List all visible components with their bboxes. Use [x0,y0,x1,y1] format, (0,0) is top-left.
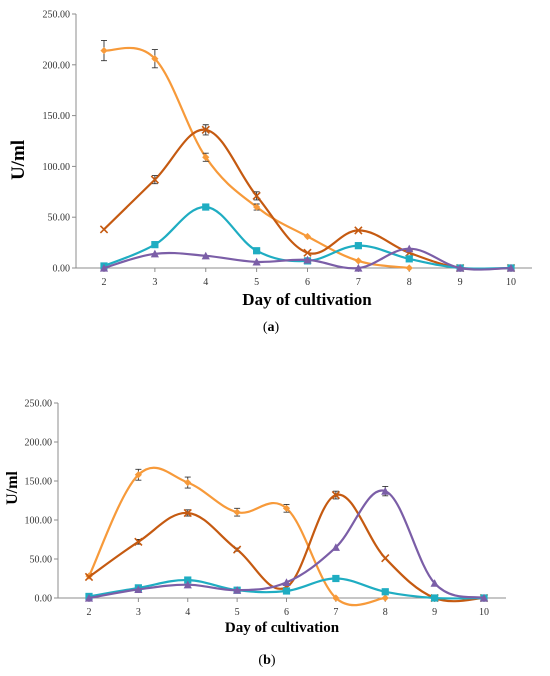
chart-a-series-2-point [99,225,109,234]
chart-b-series-3-point [431,594,439,602]
chart-b-series-4-point [183,580,192,589]
chart-b-x-tick-label: 6 [284,607,289,618]
chart-b-series-1-point [381,594,389,602]
chart-a-y-tick-label: 200.00 [43,60,71,71]
chart-a-x-tick-label: 9 [458,277,463,288]
chart-a-series-3-point [253,247,261,255]
chart-a-series-2-point [303,248,312,257]
chart-b-series-2-point [232,545,242,554]
chart-a-x-tick-label: 6 [305,277,310,288]
chart-a-series-3-point [405,255,413,263]
chart-a-series-2-point [354,226,363,235]
chart-b-series-4-point [479,593,489,602]
chart-a-series-4-point [354,263,363,272]
chart-b-series-line-1 [87,466,387,607]
chart-b-series-1-point [233,508,241,516]
chart-b-series-1-point [184,478,192,487]
chart-a-series-4-point [303,255,312,264]
chart-b-series-2-point [84,572,94,582]
chart-a-series-4-point [506,263,516,272]
chart-b-x-tick-label: 4 [185,607,190,618]
chart-a-series-4-point [201,251,210,260]
chart-b-series-4-point [430,579,439,587]
chart-a-y-tick-label: 100.00 [43,162,71,173]
chart-b-x-tick-label: 3 [136,607,141,618]
chart-b-series-line-2 [87,493,486,603]
chart-a-series-1-point [100,46,108,55]
chart-b-series-3-point [332,574,340,583]
chart-a-x-tick-label: 2 [102,277,107,288]
chart-a-xlabel: Day of cultivation [242,290,372,309]
chart-a-series-3-point [151,241,159,249]
chart-b-y-tick-label: 100.00 [25,516,53,527]
chart-b-series-1-point [332,594,340,602]
chart-a-x-tick-label: 10 [506,277,516,288]
chart-a-series-1-point [354,257,362,265]
chart-b-ylabel: U/ml [4,471,21,505]
chart-a-x-tick-label: 3 [152,277,157,288]
chart-a-series-4-point [252,257,261,266]
chart-b-series-line-4 [87,489,486,600]
chart-a-series-1-point [405,264,413,272]
chart-b-x-tick-label: 8 [383,607,388,618]
chart-b-y-tick-label: 250.00 [25,399,53,410]
chart-b-y-tick-label: 200.00 [25,438,53,449]
chart-b-x-tick-label: 5 [235,607,240,618]
chart-a-series-2-point [201,125,210,134]
chart-a-series-1-point [151,55,159,63]
chart-a-series-2-point [150,175,160,184]
chart-b-series-4-point [381,487,390,495]
chart-b-series-4-point [331,543,340,551]
chart-b-series-4-point [84,593,94,602]
chart-b-y-tick-label: 0.00 [35,594,53,605]
chart-b-series-2-point [134,537,143,547]
chart-a-x-tick-label: 7 [356,277,361,288]
chart-a-series-1-point [202,153,210,161]
chart-a-series-4-point [405,244,414,253]
chart-a-panel-label: (a) [263,320,280,335]
chart-b-series-3-point [381,588,389,596]
chart-a-x-tick-label: 8 [407,277,412,288]
chart-a-y-tick-label: 250.00 [43,10,71,21]
chart-b-series-2-point [331,490,341,500]
chart-a-x-tick-label: 5 [254,277,259,288]
chart-b-x-tick-label: 10 [479,607,489,618]
chart-a-ylabel: U/ml [8,140,29,180]
chart-b-x-tick-label: 2 [87,607,92,618]
chart-a-x-tick-label: 4 [203,277,208,288]
chart-b-xlabel: Day of cultivation [225,620,340,636]
chart-b-x-tick-label: 7 [333,607,338,618]
chart-b-series-1-point [282,504,291,512]
chart-b: U/ml Day of cultivation (b) 0.00 50.00 100… [4,399,506,668]
chart-a-series-1-point [303,232,312,241]
chart-a-series-3-point [202,203,210,211]
chart-a: U/ml Day of cultivation (a) 0.00 50.00 100… [8,10,532,335]
chart-b-series-4-point [282,578,291,586]
chart-a-series-4-point [150,249,159,258]
chart-a-y-tick-label: 150.00 [43,111,71,122]
chart-a-series-2-point [252,191,261,201]
chart-b-series-3-point [282,587,291,595]
chart-b-panel-label: (b) [258,653,275,668]
chart-b-series-2-point [381,554,390,563]
chart-a-series-3-point [354,242,362,250]
chart-b-x-tick-label: 9 [432,607,437,618]
chart-b-series-4-point [134,585,143,594]
chart-b-series-2-point [183,508,192,518]
chart-a-series-1-point [253,203,261,211]
chart-b-series-1-point [134,471,142,479]
chart-a-series-line-1 [102,46,411,270]
chart-b-y-tick-label: 150.00 [25,477,53,488]
chart-a-series-4-point [456,263,465,272]
chart-a-series-line-2 [102,128,513,271]
chart-b-y-tick-label: 50.00 [30,555,53,566]
chart-a-y-tick-label: 0.00 [53,264,71,275]
chart-a-series-4-point [99,263,109,272]
chart-b-series-4-point [233,586,242,594]
chart-b-series-3-point [184,576,192,584]
chart-a-y-tick-label: 50.00 [48,213,71,224]
